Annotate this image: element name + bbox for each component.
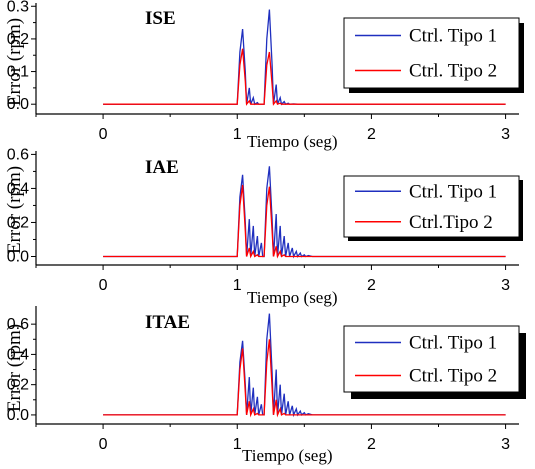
x-tick-label: 0 — [99, 126, 108, 143]
y-axis-label: Error (rpm) — [4, 324, 25, 412]
y-tick-label: 0.0 — [7, 407, 29, 424]
y-tick-label: 0.2 — [7, 214, 29, 231]
legend-box — [343, 17, 520, 89]
y-tick-label: 0.6 — [7, 146, 29, 163]
legend-label: Ctrl. Tipo 2 — [409, 366, 497, 387]
series-line-2 — [103, 184, 506, 259]
y-tick-label: 0.2 — [7, 31, 29, 48]
panel-title: IAE — [145, 157, 179, 178]
panel-iae: 0.0 0.2 0.4 0.6 0 1 2 3 Error (rpm) Tiempo (seg) I… — [4, 146, 523, 307]
x-tick-label: 1 — [233, 436, 242, 453]
panel-ise: 0.0 0.1 0.2 0.3 0 1 2 3 Error (rpm) Tiempo (seg) I… — [4, 0, 524, 151]
legend-label: Ctrl. Tipo 2 — [409, 61, 497, 82]
series-line-1 — [103, 166, 506, 259]
y-tick-label: 0.0 — [7, 248, 29, 265]
y-axis-label: Error (rpm) — [4, 166, 25, 254]
x-tick-label: 3 — [501, 126, 510, 143]
y-tick-label: 0.6 — [7, 316, 29, 333]
x-tick-label: 2 — [367, 277, 376, 294]
series-line-2 — [103, 339, 506, 418]
x-tick-label: 3 — [501, 436, 510, 453]
x-tick-label: 2 — [367, 436, 376, 453]
legend-label: Ctrl.Tipo 2 — [409, 212, 493, 233]
legend-label: Ctrl. Tipo 1 — [409, 26, 497, 47]
legend-label: Ctrl. Tipo 1 — [409, 333, 497, 354]
x-tick-label: 1 — [233, 277, 242, 294]
x-tick-label: 0 — [99, 436, 108, 453]
series-line-1 — [103, 313, 506, 418]
y-tick-label: 0.2 — [7, 377, 29, 394]
y-axis-label: Error (rpm) — [4, 18, 25, 106]
legend-box — [343, 175, 520, 238]
legend-label: Ctrl. Tipo 1 — [409, 181, 497, 202]
y-tick-label: 0.0 — [7, 96, 29, 113]
y-tick-label: 0.3 — [7, 0, 29, 15]
legend-box — [343, 325, 520, 393]
panel-title: ISE — [145, 8, 176, 29]
x-tick-label: 0 — [99, 277, 108, 294]
x-axis-label: Tiempo (seg) — [242, 446, 333, 465]
x-axis-label: Tiempo (seg) — [247, 288, 338, 307]
panel-itae: 0.0 0.2 0.4 0.6 0 1 2 3 Error (rpm) Tiempo (seg) I… — [4, 306, 526, 465]
panel-title: ITAE — [145, 312, 190, 333]
series-line-2 — [103, 48, 506, 106]
x-tick-label: 1 — [233, 126, 242, 143]
x-axis-label: Tiempo (seg) — [247, 132, 338, 151]
y-tick-label: 0.4 — [7, 180, 29, 197]
y-tick-label: 0.1 — [7, 64, 29, 81]
x-tick-label: 2 — [367, 126, 376, 143]
x-tick-label: 3 — [501, 277, 510, 294]
y-tick-label: 0.4 — [7, 346, 29, 363]
